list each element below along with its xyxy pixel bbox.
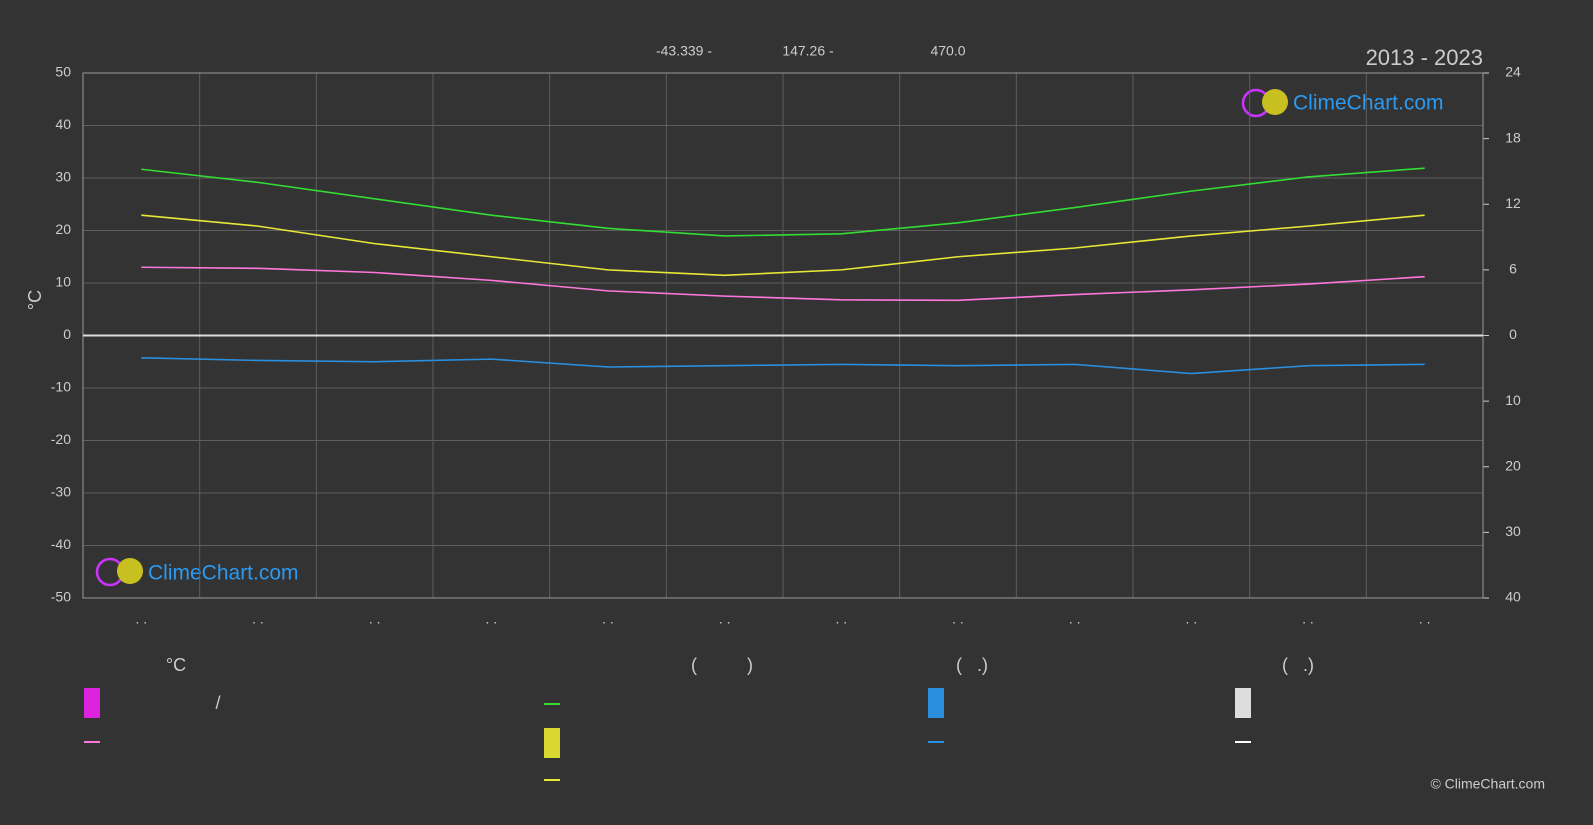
legend-swatch — [84, 688, 100, 718]
y-tick-label: 20 — [55, 221, 71, 237]
y3-tick-label: 20 — [1505, 457, 1521, 473]
x-tick-label: . . — [719, 611, 731, 627]
legend-header: ( .) — [1282, 655, 1314, 675]
y2-tick-label: 12 — [1505, 195, 1521, 211]
x-tick-label: . . — [1069, 611, 1081, 627]
x-tick-label: . . — [1185, 611, 1197, 627]
y2-tick-label: 0 — [1509, 326, 1517, 342]
y-tick-label: -10 — [51, 379, 71, 395]
y-tick-label: 0 — [63, 326, 71, 342]
copyright: © ClimeChart.com — [1430, 776, 1545, 792]
y-tick-label: 30 — [55, 169, 71, 185]
x-tick-label: . . — [835, 611, 847, 627]
y3-tick-label: 40 — [1505, 589, 1521, 605]
legend-swatch — [544, 728, 560, 758]
logo: ClimeChart.com — [1241, 88, 1444, 118]
y3-tick-label: 30 — [1505, 523, 1521, 539]
x-tick-label: . . — [1302, 611, 1314, 627]
logo: ClimeChart.com — [95, 557, 299, 587]
logo-sun — [1262, 89, 1288, 115]
y3-tick-label: 10 — [1505, 392, 1521, 408]
x-tick-label: . . — [135, 611, 147, 627]
legend-header: °C — [166, 655, 186, 675]
y-tick-label: 50 — [55, 64, 71, 80]
chart-title: 2013 - 2023 — [1366, 45, 1483, 70]
x-tick-label: . . — [602, 611, 614, 627]
logo-sun — [117, 558, 143, 584]
legend-header: ( .) — [956, 655, 988, 675]
y-tick-label: -20 — [51, 431, 71, 447]
series-line — [141, 357, 1425, 375]
elevation: 470.0 — [930, 43, 965, 59]
series-line — [141, 266, 1425, 302]
legend-text: / — [215, 693, 220, 713]
legend-header: ( ) — [691, 655, 753, 675]
x-tick-label: . . — [952, 611, 964, 627]
x-tick-label: . . — [485, 611, 497, 627]
logo-text: ClimeChart.com — [1293, 92, 1444, 115]
legend-swatch — [1235, 688, 1251, 718]
y-tick-label: -30 — [51, 484, 71, 500]
y-tick-label: -50 — [51, 589, 71, 605]
longitude: 147.26 - — [782, 43, 834, 59]
latitude: -43.339 - — [656, 43, 712, 59]
y-tick-label: 40 — [55, 116, 71, 132]
y2-tick-label: 6 — [1509, 261, 1517, 277]
y-tick-label: -40 — [51, 536, 71, 552]
x-tick-label: . . — [1419, 611, 1431, 627]
y2-tick-label: 24 — [1505, 64, 1521, 80]
legend-swatch — [928, 688, 944, 718]
y2-tick-label: 18 — [1505, 129, 1521, 145]
x-tick-label: . . — [369, 611, 381, 627]
y-axis-label: °C — [25, 290, 45, 310]
series-line — [141, 214, 1425, 277]
x-tick-label: . . — [252, 611, 264, 627]
logo-text: ClimeChart.com — [148, 562, 299, 585]
y-tick-label: 10 — [55, 274, 71, 290]
series-line — [141, 167, 1425, 237]
